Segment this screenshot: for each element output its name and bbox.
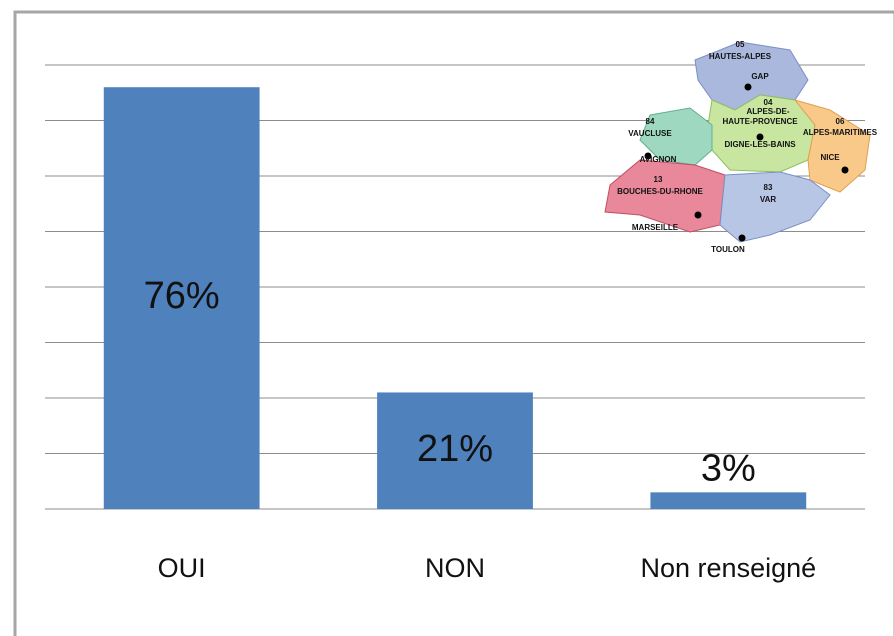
bar <box>103 87 260 509</box>
map-label: 13 <box>654 175 663 184</box>
map-label: 83 <box>764 183 773 192</box>
map-label: NICE <box>820 153 840 162</box>
map-city <box>644 152 652 160</box>
map-label: 06 <box>836 117 845 126</box>
map-label: DIGNE-LES-BAINS <box>724 140 796 149</box>
map-label: VAR <box>760 195 777 204</box>
map-label: MARSEILLE <box>632 223 679 232</box>
x-tick-label: NON <box>425 553 485 583</box>
map-label: TOULON <box>711 245 745 254</box>
map-city <box>694 211 702 219</box>
map-label: ALPES-MARITIMES <box>803 128 878 137</box>
map-region <box>793 99 871 193</box>
map-label: 84 <box>646 117 655 126</box>
map-label: 05 <box>736 40 745 49</box>
x-tick-label: OUI <box>158 553 206 583</box>
bar <box>377 392 533 509</box>
map-region <box>639 107 713 166</box>
map-city <box>841 166 849 174</box>
map-label: AVIGNON <box>640 155 677 164</box>
map-city <box>738 234 746 242</box>
map-label: ALPES-DE- <box>746 107 789 116</box>
x-tick-label: Non renseigné <box>641 553 817 583</box>
map-label: HAUTE-PROVENCE <box>722 117 798 126</box>
map-city <box>744 83 752 91</box>
map-city <box>756 133 764 141</box>
map-region <box>719 171 831 243</box>
bar <box>650 492 807 509</box>
map-label: BOUCHES-DU-RHONE <box>617 187 703 196</box>
data-label: 76% <box>144 275 220 317</box>
inset-map: 05 HAUTES-ALPES GAP 04ALPES-DE-HAUTE-PROVEN… <box>604 40 878 254</box>
map-label: 04 <box>764 98 773 107</box>
map-label: VAUCLUSE <box>628 129 672 138</box>
data-label: 21% <box>417 428 493 470</box>
map-label: HAUTES-ALPES <box>709 52 772 61</box>
map-label: GAP <box>751 72 769 81</box>
data-label: 3% <box>701 447 756 489</box>
